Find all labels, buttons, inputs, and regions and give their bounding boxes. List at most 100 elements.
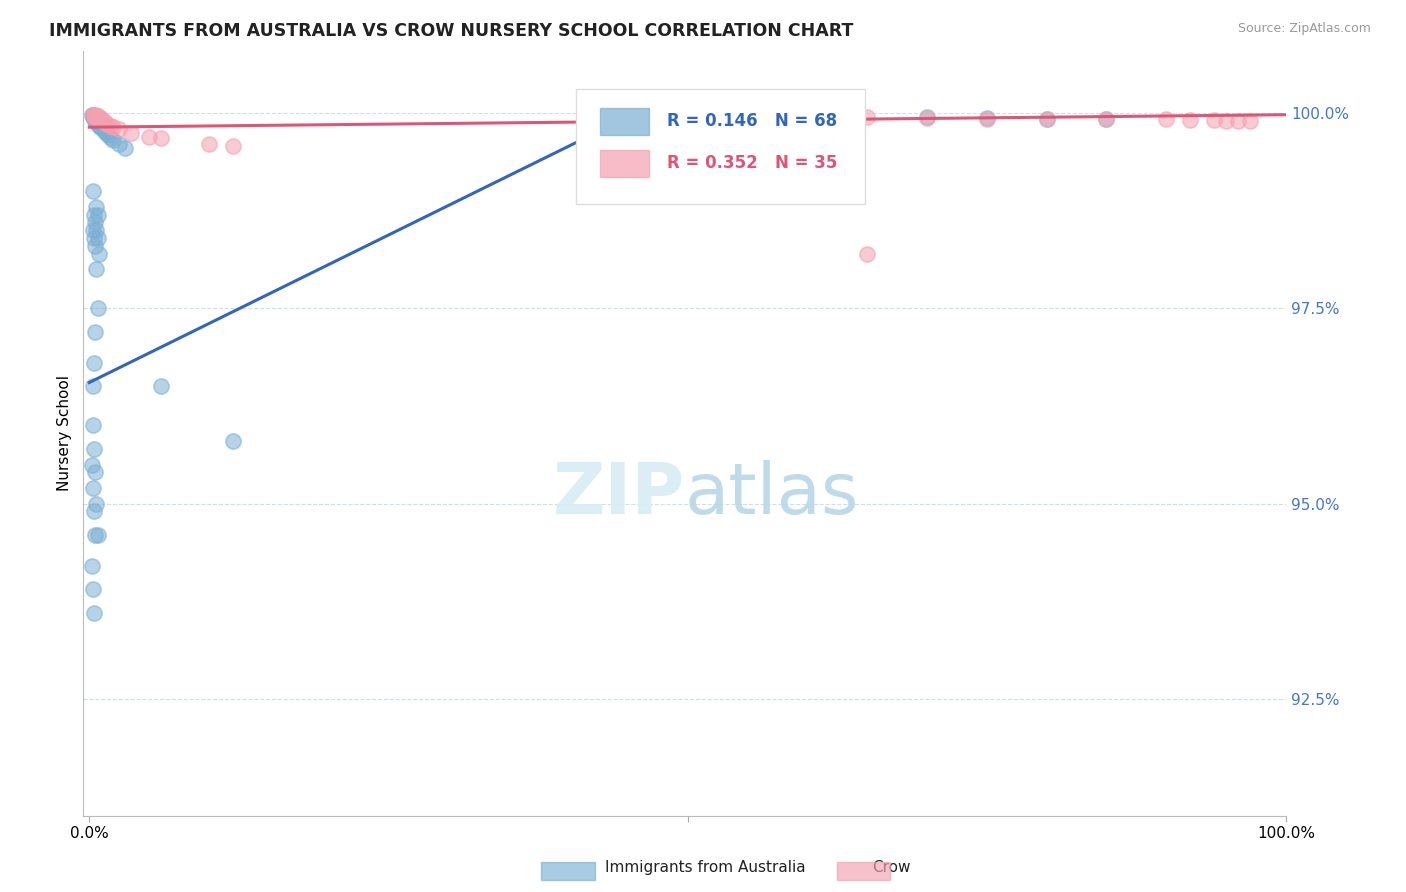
Point [86,117,108,131]
Point [89,117,111,131]
Point [1180,113,1202,128]
Point [103,120,125,135]
Point [84,215,107,229]
Point [89,114,111,128]
Point [80,559,103,574]
Point [108,121,131,136]
Point [83,356,105,370]
Point [82,223,104,237]
Point [82,108,104,122]
Point [83,208,105,222]
Point [87,112,110,127]
Point [86,114,108,128]
Point [976,111,998,125]
Text: Immigrants from Australia: Immigrants from Australia [605,861,806,875]
Point [82,110,104,124]
Point [87,246,110,260]
Text: ZIP: ZIP [553,460,685,529]
Point [93,114,115,128]
Point [82,108,104,122]
Point [96,126,118,140]
Text: R = 0.146   N = 68: R = 0.146 N = 68 [666,112,837,130]
Point [86,208,108,222]
Point [94,123,117,137]
Point [84,111,107,125]
Point [83,442,105,456]
Point [1035,112,1057,126]
Point [94,121,117,136]
Point [84,466,107,480]
Point [96,117,118,131]
Point [82,184,104,198]
Point [1095,112,1118,126]
Point [84,109,107,123]
Point [1227,114,1250,128]
Point [91,117,114,131]
Point [83,111,105,125]
Point [1035,112,1057,126]
Point [83,504,105,518]
Point [1204,113,1226,128]
Point [1095,112,1118,127]
Point [91,120,114,135]
Text: Source: ZipAtlas.com: Source: ZipAtlas.com [1237,22,1371,36]
Point [86,112,108,126]
Point [87,115,110,129]
Point [976,112,998,126]
Point [87,119,110,133]
Point [83,108,105,122]
Bar [600,108,648,135]
Point [100,119,122,133]
Point [86,200,108,214]
Point [86,109,108,123]
Text: IMMIGRANTS FROM AUSTRALIA VS CROW NURSERY SCHOOL CORRELATION CHART: IMMIGRANTS FROM AUSTRALIA VS CROW NURSER… [49,22,853,40]
Point [84,112,107,126]
Point [83,231,105,245]
Point [86,528,108,542]
Point [915,111,938,125]
Point [90,120,112,135]
Text: R = 0.352   N = 35: R = 0.352 N = 35 [666,154,837,172]
Point [91,113,114,128]
FancyBboxPatch shape [576,89,865,203]
Y-axis label: Nursery School: Nursery School [58,376,72,491]
Point [82,418,104,433]
Point [100,131,122,145]
Point [87,113,110,128]
Point [103,133,125,147]
Point [150,131,173,145]
Point [84,528,107,542]
Point [80,458,103,472]
Point [82,379,104,393]
Point [90,112,112,126]
Point [1239,114,1261,128]
Point [138,129,160,144]
Point [80,108,103,122]
Point [84,114,107,128]
Point [222,434,245,449]
Point [86,114,108,128]
Point [86,262,108,277]
Point [90,118,112,132]
Point [90,115,112,129]
Point [108,137,131,152]
Point [82,481,104,495]
Point [83,109,105,123]
Point [93,119,115,133]
Text: Crow: Crow [872,861,910,875]
Bar [600,150,648,177]
Point [856,110,879,124]
Point [86,301,108,316]
Point [84,239,107,253]
Point [84,325,107,339]
Point [97,128,120,142]
Point [86,112,108,127]
Point [198,137,221,152]
Point [89,111,111,125]
Point [120,126,142,140]
Point [150,379,173,393]
Point [222,139,245,153]
Point [94,115,117,129]
Point [86,231,108,245]
Point [83,606,105,620]
